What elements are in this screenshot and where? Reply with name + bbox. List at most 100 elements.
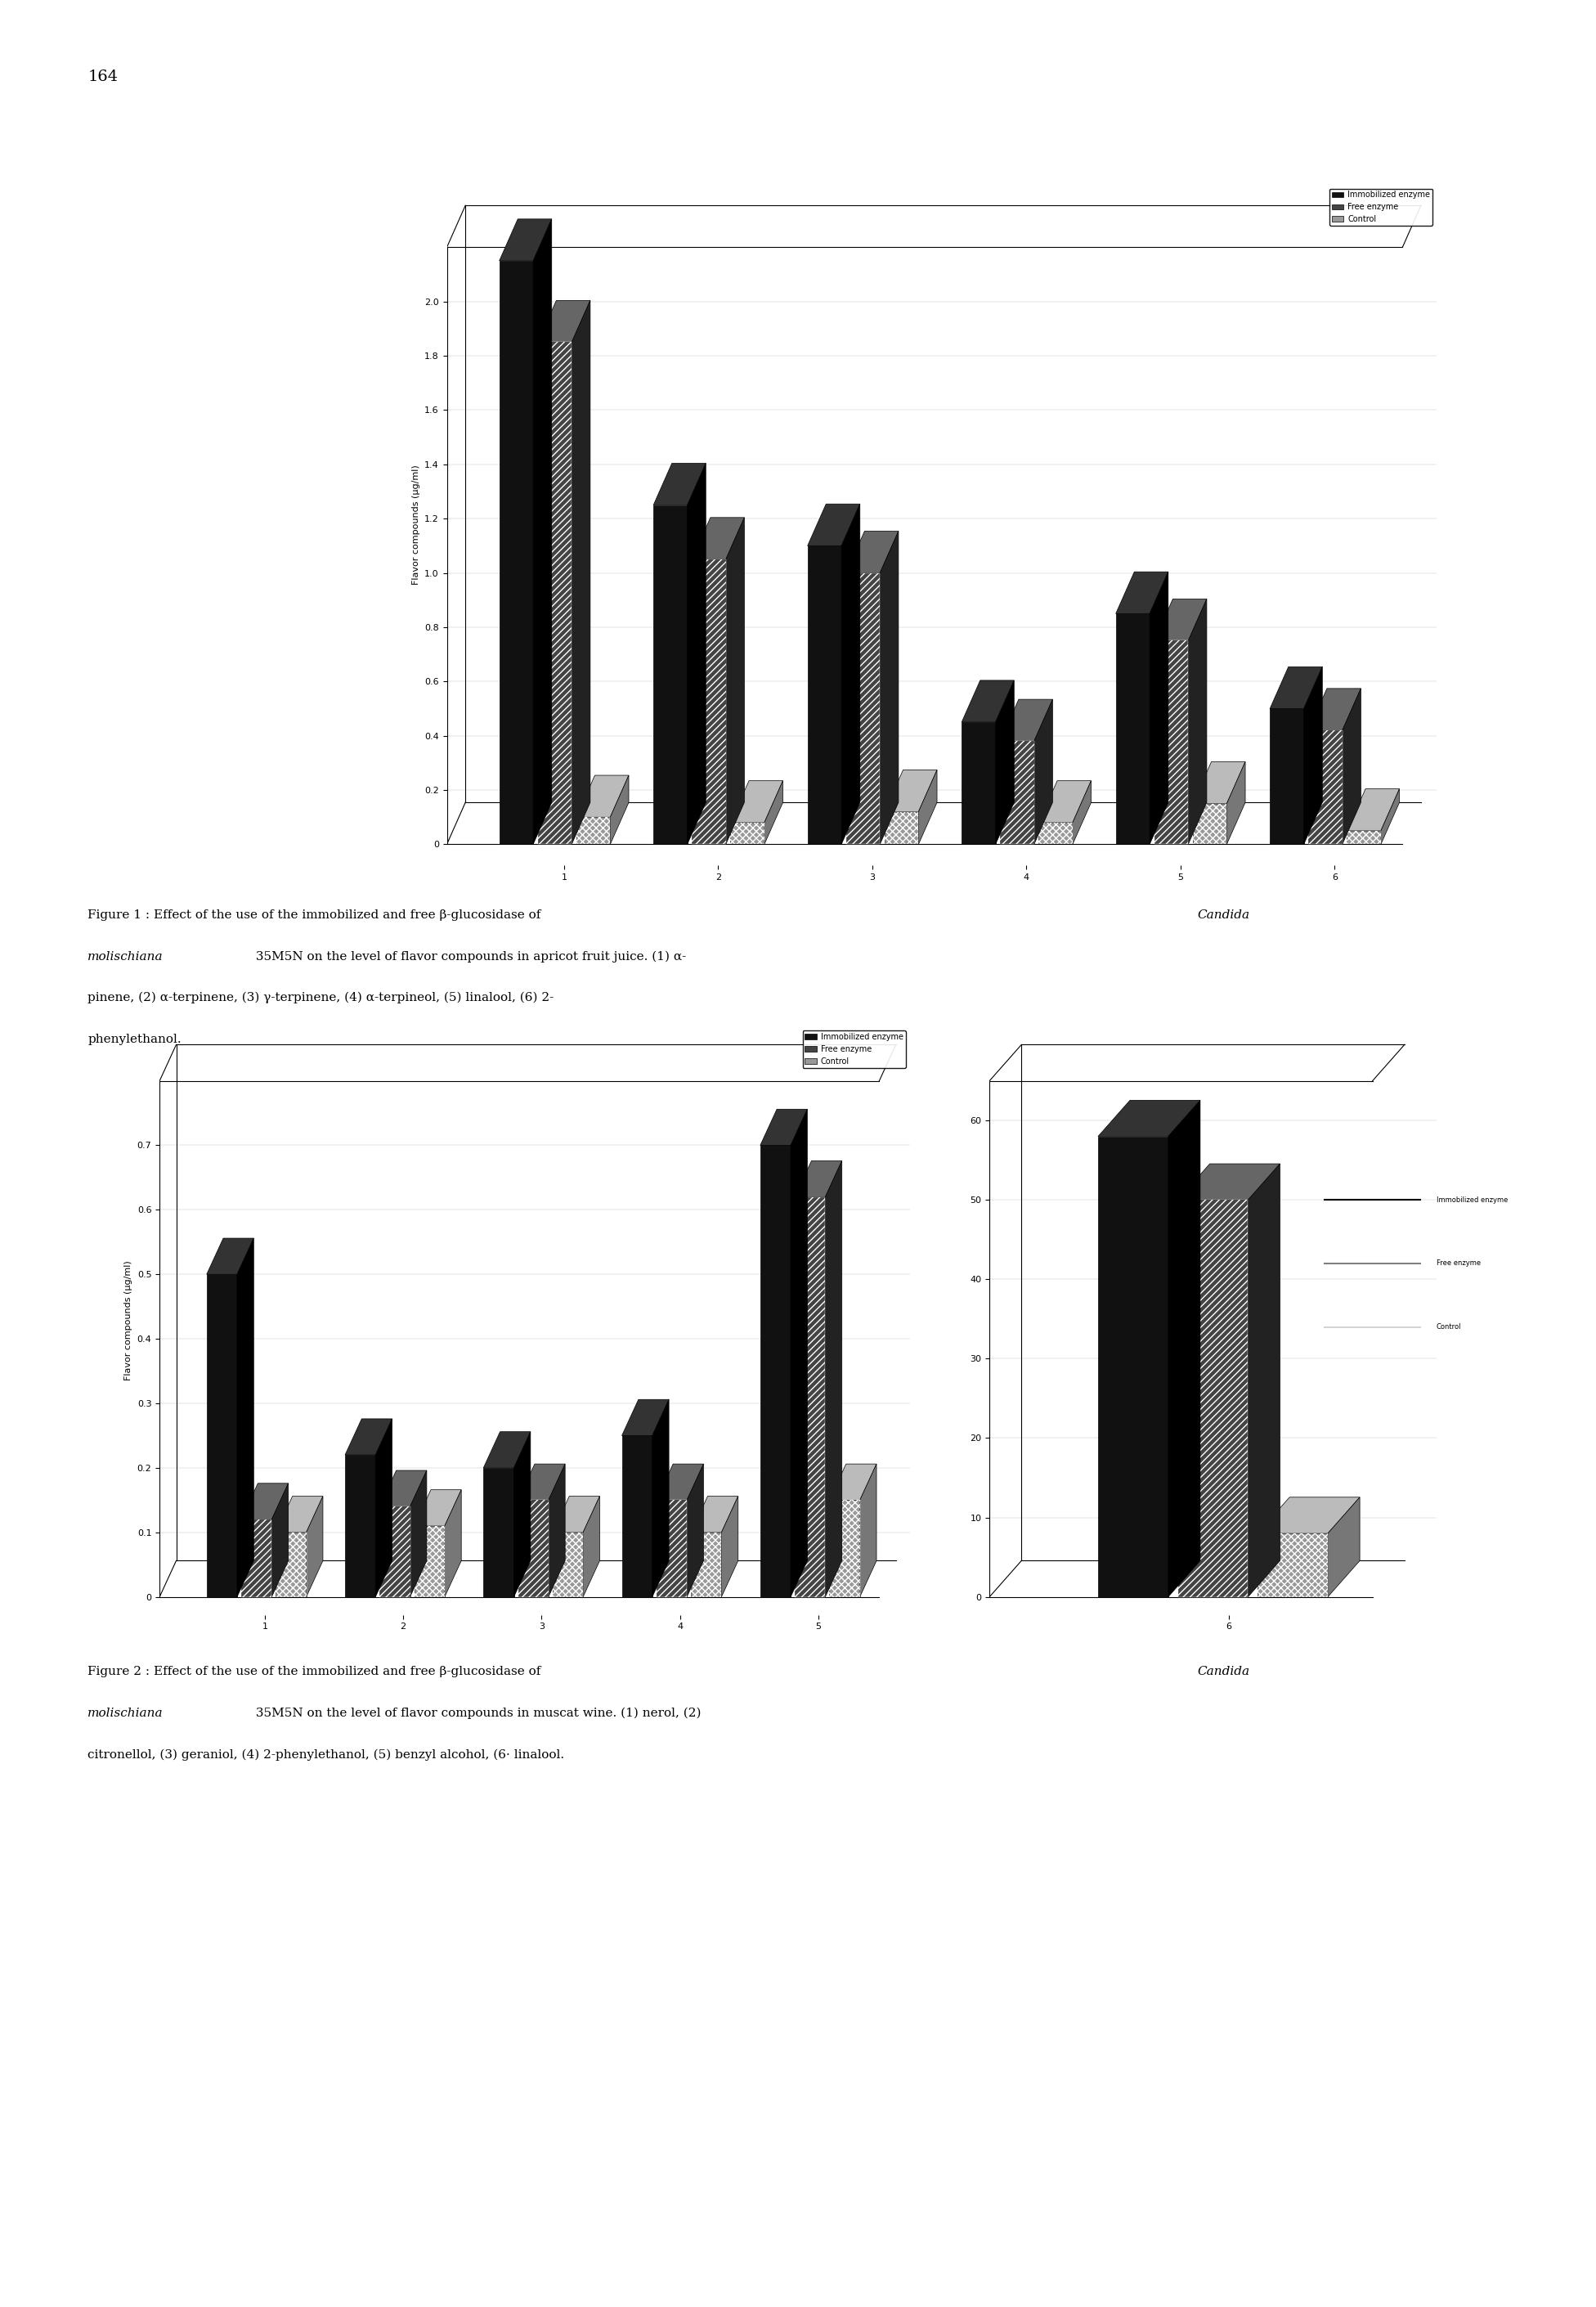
Polygon shape xyxy=(445,1490,461,1596)
Polygon shape xyxy=(206,1273,238,1596)
Polygon shape xyxy=(1309,731,1342,844)
Polygon shape xyxy=(1347,831,1381,844)
Text: Free enzyme: Free enzyme xyxy=(1436,1260,1481,1267)
Polygon shape xyxy=(1270,708,1304,844)
Polygon shape xyxy=(962,681,1013,722)
Polygon shape xyxy=(484,1467,514,1596)
Polygon shape xyxy=(1189,600,1207,844)
Polygon shape xyxy=(484,1433,530,1467)
Polygon shape xyxy=(415,1490,461,1525)
Polygon shape xyxy=(760,1144,790,1596)
Polygon shape xyxy=(519,1465,565,1500)
Polygon shape xyxy=(519,1500,549,1596)
Polygon shape xyxy=(693,558,726,844)
Polygon shape xyxy=(795,1197,825,1596)
Polygon shape xyxy=(622,1400,669,1435)
Polygon shape xyxy=(1168,1100,1200,1596)
Polygon shape xyxy=(688,464,705,844)
Polygon shape xyxy=(622,1435,653,1596)
Polygon shape xyxy=(764,780,784,844)
Polygon shape xyxy=(410,1470,426,1596)
Polygon shape xyxy=(1001,699,1053,741)
Polygon shape xyxy=(846,531,899,572)
Text: Figure 1 : Effect of the use of the immobilized and free β-glucosidase of: Figure 1 : Effect of the use of the immo… xyxy=(88,909,546,920)
Polygon shape xyxy=(1328,1497,1360,1596)
Polygon shape xyxy=(653,505,688,844)
Polygon shape xyxy=(691,1532,721,1596)
Text: molischiana: molischiana xyxy=(88,1707,163,1719)
Polygon shape xyxy=(276,1497,322,1532)
Polygon shape xyxy=(1098,1100,1200,1137)
Polygon shape xyxy=(962,722,996,844)
Polygon shape xyxy=(846,572,879,844)
Polygon shape xyxy=(1347,789,1400,831)
Polygon shape xyxy=(241,1483,289,1520)
Polygon shape xyxy=(533,219,552,844)
Polygon shape xyxy=(726,517,744,844)
Legend: Immobilized enzyme, Free enzyme, Control: Immobilized enzyme, Free enzyme, Control xyxy=(803,1031,907,1068)
Polygon shape xyxy=(514,1433,530,1596)
Polygon shape xyxy=(860,1465,876,1596)
Polygon shape xyxy=(1039,780,1092,824)
Polygon shape xyxy=(760,1110,808,1144)
Polygon shape xyxy=(1154,641,1189,844)
Polygon shape xyxy=(653,1400,669,1596)
Polygon shape xyxy=(1270,667,1323,708)
Text: 35M5N on the level of flavor compounds in apricot fruit juice. (1) α-: 35M5N on the level of flavor compounds i… xyxy=(252,950,686,962)
Polygon shape xyxy=(825,1160,843,1596)
Polygon shape xyxy=(879,531,899,844)
Polygon shape xyxy=(808,547,841,844)
Polygon shape xyxy=(345,1419,393,1456)
Polygon shape xyxy=(1248,1163,1280,1596)
Polygon shape xyxy=(1178,1200,1248,1596)
Polygon shape xyxy=(549,1465,565,1596)
Text: Candida: Candida xyxy=(1197,909,1250,920)
Polygon shape xyxy=(919,771,937,844)
Polygon shape xyxy=(656,1500,686,1596)
Polygon shape xyxy=(583,1497,600,1596)
Legend: Immobilized enzyme, Free enzyme, Control: Immobilized enzyme, Free enzyme, Control xyxy=(1329,189,1433,226)
Polygon shape xyxy=(686,1465,704,1596)
Polygon shape xyxy=(1034,699,1053,844)
Text: Control: Control xyxy=(1436,1324,1462,1331)
Polygon shape xyxy=(795,1160,843,1197)
Polygon shape xyxy=(1192,761,1245,803)
Polygon shape xyxy=(538,341,571,844)
Text: 164: 164 xyxy=(88,69,118,83)
Polygon shape xyxy=(656,1465,704,1500)
Polygon shape xyxy=(500,219,552,261)
Polygon shape xyxy=(238,1239,254,1596)
Polygon shape xyxy=(691,1497,737,1532)
Polygon shape xyxy=(380,1506,410,1596)
Y-axis label: Flavor compounds (μg/ml): Flavor compounds (μg/ml) xyxy=(124,1260,132,1382)
Polygon shape xyxy=(1342,687,1361,844)
Polygon shape xyxy=(1039,824,1073,844)
Polygon shape xyxy=(790,1110,808,1596)
Polygon shape xyxy=(345,1456,375,1596)
Polygon shape xyxy=(1381,789,1400,844)
Polygon shape xyxy=(576,775,629,817)
Polygon shape xyxy=(552,1497,600,1532)
Text: phenylethanol.: phenylethanol. xyxy=(88,1034,182,1045)
Polygon shape xyxy=(1116,572,1168,614)
Polygon shape xyxy=(500,261,533,844)
Polygon shape xyxy=(538,300,591,341)
Text: molischiana: molischiana xyxy=(88,950,163,962)
Polygon shape xyxy=(241,1520,271,1596)
Polygon shape xyxy=(1098,1137,1168,1596)
Polygon shape xyxy=(552,1532,583,1596)
Polygon shape xyxy=(375,1419,393,1596)
Polygon shape xyxy=(808,503,860,547)
Polygon shape xyxy=(1258,1497,1360,1534)
Text: citronellol, (3) geraniol, (4) 2-phenylethanol, (5) benzyl alcohol, (6· linalool: citronellol, (3) geraniol, (4) 2-phenyle… xyxy=(88,1749,565,1760)
Polygon shape xyxy=(884,812,919,844)
Polygon shape xyxy=(206,1239,254,1273)
Polygon shape xyxy=(721,1497,737,1596)
Text: Candida: Candida xyxy=(1197,1666,1250,1677)
Polygon shape xyxy=(841,503,860,844)
Polygon shape xyxy=(830,1465,876,1500)
Polygon shape xyxy=(306,1497,322,1596)
Polygon shape xyxy=(996,681,1013,844)
Polygon shape xyxy=(571,300,591,844)
Polygon shape xyxy=(610,775,629,844)
